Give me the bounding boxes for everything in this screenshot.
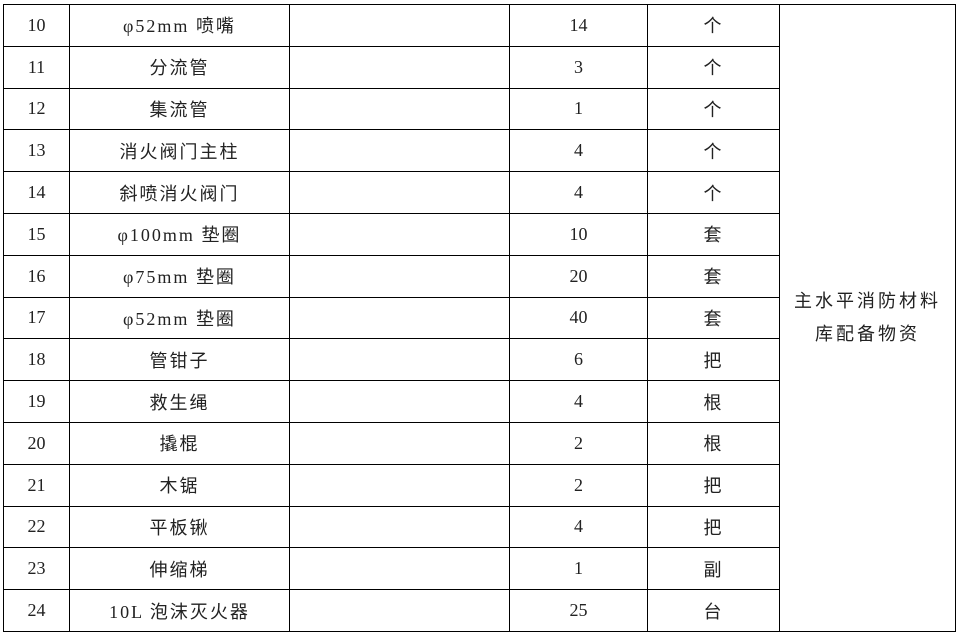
table-row: 16 φ75mm 垫圈 20 套 <box>3 254 956 298</box>
table-row: 24 10L 泡沫灭火器 25 台 <box>3 589 956 632</box>
item-name: 分流管 <box>69 45 290 89</box>
row-number: 16 <box>3 254 70 298</box>
item-spec <box>289 129 510 173</box>
item-quantity: 2 <box>509 421 648 465</box>
row-number: 24 <box>3 589 70 632</box>
item-quantity: 4 <box>509 171 648 214</box>
row-number: 17 <box>3 296 70 340</box>
row-number: 18 <box>3 338 70 382</box>
item-quantity: 10 <box>509 212 648 256</box>
item-spec <box>289 589 510 632</box>
item-spec <box>289 380 510 423</box>
item-spec <box>289 171 510 214</box>
item-unit: 个 <box>647 45 780 89</box>
item-unit: 根 <box>647 380 780 423</box>
table-row: 11 分流管 3 个 <box>3 45 956 89</box>
item-unit: 根 <box>647 421 780 465</box>
item-name: 撬棍 <box>69 421 290 465</box>
item-spec <box>289 87 510 131</box>
item-name: 斜喷消火阀门 <box>69 171 290 214</box>
item-name: 伸缩梯 <box>69 547 290 591</box>
item-unit: 套 <box>647 254 780 298</box>
item-spec <box>289 212 510 256</box>
item-unit: 套 <box>647 296 780 340</box>
item-name: 集流管 <box>69 87 290 131</box>
item-unit: 个 <box>647 171 780 214</box>
item-unit: 套 <box>647 212 780 256</box>
row-number: 12 <box>3 87 70 131</box>
item-name: 木锯 <box>69 463 290 507</box>
item-quantity: 4 <box>509 505 648 549</box>
item-spec <box>289 4 510 47</box>
item-quantity: 14 <box>509 4 648 47</box>
table-row: 15 φ100mm 垫圈 10 套 <box>3 212 956 256</box>
item-unit: 副 <box>647 547 780 591</box>
row-number: 14 <box>3 171 70 214</box>
item-quantity: 25 <box>509 589 648 632</box>
item-name: 平板锹 <box>69 505 290 549</box>
item-quantity: 4 <box>509 380 648 423</box>
item-quantity: 2 <box>509 463 648 507</box>
item-spec <box>289 463 510 507</box>
table-row: 14 斜喷消火阀门 4 个 <box>3 171 956 214</box>
remark-line-1: 主水平消防材料 <box>794 290 941 311</box>
item-unit: 台 <box>647 589 780 632</box>
row-number: 13 <box>3 129 70 173</box>
equipment-table: 10 φ52mm 喷嘴 14 个主水平消防材料 库配备物资 11 分流管 3 个 12 集流管 1 个 1… <box>3 4 956 632</box>
table-row: 22 平板锹 4 把 <box>3 505 956 549</box>
item-name: φ100mm 垫圈 <box>69 212 290 256</box>
item-spec <box>289 338 510 382</box>
item-unit: 把 <box>647 463 780 507</box>
item-unit: 个 <box>647 4 780 47</box>
item-spec <box>289 45 510 89</box>
item-name: 消火阀门主柱 <box>69 129 290 173</box>
table-row: 19 救生绳 4 根 <box>3 380 956 423</box>
item-name: 管钳子 <box>69 338 290 382</box>
item-spec <box>289 421 510 465</box>
item-quantity: 3 <box>509 45 648 89</box>
item-spec <box>289 296 510 340</box>
item-quantity: 1 <box>509 547 648 591</box>
item-name: φ52mm 喷嘴 <box>69 4 290 47</box>
row-number: 21 <box>3 463 70 507</box>
item-spec <box>289 547 510 591</box>
row-number: 11 <box>3 45 70 89</box>
item-name: 10L 泡沫灭火器 <box>69 589 290 632</box>
row-number: 15 <box>3 212 70 256</box>
row-number: 22 <box>3 505 70 549</box>
row-number: 19 <box>3 380 70 423</box>
table-row: 12 集流管 1 个 <box>3 87 956 131</box>
table-row: 23 伸缩梯 1 副 <box>3 547 956 591</box>
item-quantity: 20 <box>509 254 648 298</box>
item-quantity: 4 <box>509 129 648 173</box>
item-name: φ52mm 垫圈 <box>69 296 290 340</box>
row-number: 20 <box>3 421 70 465</box>
remark-cell: 主水平消防材料 库配备物资 <box>779 4 956 632</box>
item-unit: 把 <box>647 505 780 549</box>
item-quantity: 40 <box>509 296 648 340</box>
item-quantity: 1 <box>509 87 648 131</box>
table-row: 13 消火阀门主柱 4 个 <box>3 129 956 173</box>
table-row: 10 φ52mm 喷嘴 14 个主水平消防材料 库配备物资 <box>3 4 956 632</box>
item-unit: 个 <box>647 129 780 173</box>
item-spec <box>289 254 510 298</box>
remark-line-2: 库配备物资 <box>815 323 920 344</box>
item-unit: 个 <box>647 87 780 131</box>
item-unit: 把 <box>647 338 780 382</box>
item-quantity: 6 <box>509 338 648 382</box>
row-number: 23 <box>3 547 70 591</box>
row-number: 10 <box>3 4 70 47</box>
item-name: φ75mm 垫圈 <box>69 254 290 298</box>
item-name: 救生绳 <box>69 380 290 423</box>
item-spec <box>289 505 510 549</box>
